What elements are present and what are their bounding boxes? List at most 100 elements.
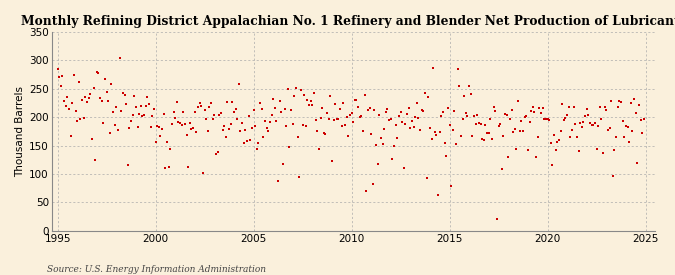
Point bbox=[354, 115, 365, 120]
Point bbox=[206, 101, 217, 105]
Point bbox=[78, 116, 89, 120]
Point bbox=[261, 126, 272, 131]
Point bbox=[268, 97, 279, 101]
Point bbox=[80, 95, 90, 99]
Point bbox=[260, 119, 271, 123]
Point bbox=[60, 104, 71, 109]
Point bbox=[168, 110, 179, 114]
Point bbox=[235, 129, 246, 133]
Point bbox=[495, 122, 506, 126]
Point bbox=[581, 106, 592, 111]
Point bbox=[614, 99, 625, 103]
Point bbox=[472, 112, 483, 117]
Point bbox=[383, 118, 394, 123]
Point bbox=[139, 113, 150, 117]
Point bbox=[479, 138, 489, 142]
Point bbox=[519, 115, 530, 120]
Point bbox=[90, 158, 101, 162]
Point bbox=[88, 86, 99, 90]
Point bbox=[294, 174, 304, 179]
Point bbox=[129, 94, 140, 98]
Point bbox=[215, 111, 226, 116]
Point bbox=[529, 110, 540, 114]
Point bbox=[130, 105, 141, 109]
Point bbox=[570, 122, 580, 126]
Point bbox=[619, 134, 630, 139]
Point bbox=[222, 100, 233, 104]
Point bbox=[150, 140, 161, 145]
Point bbox=[234, 82, 244, 87]
Point bbox=[119, 92, 130, 97]
Point bbox=[513, 99, 524, 103]
Point bbox=[333, 117, 344, 121]
Point bbox=[408, 125, 419, 129]
Point bbox=[157, 127, 167, 131]
Point bbox=[583, 113, 594, 118]
Point bbox=[394, 114, 404, 119]
Point bbox=[426, 137, 437, 141]
Point bbox=[358, 129, 369, 133]
Point bbox=[165, 146, 176, 151]
Point bbox=[531, 155, 541, 159]
Point bbox=[200, 116, 211, 121]
Point bbox=[98, 121, 109, 125]
Point bbox=[533, 135, 543, 139]
Point bbox=[302, 98, 313, 102]
Point bbox=[371, 143, 381, 147]
Point bbox=[348, 120, 358, 124]
Point bbox=[70, 109, 81, 113]
Point bbox=[508, 130, 518, 134]
Point bbox=[510, 127, 520, 131]
Point bbox=[75, 116, 86, 121]
Point bbox=[474, 121, 485, 126]
Point bbox=[188, 126, 198, 130]
Point bbox=[229, 109, 240, 114]
Point bbox=[153, 125, 164, 130]
Point bbox=[545, 141, 556, 145]
Point bbox=[181, 132, 192, 137]
Point bbox=[634, 103, 645, 108]
Point bbox=[436, 114, 447, 118]
Point bbox=[467, 134, 478, 138]
Point bbox=[412, 101, 423, 105]
Point bbox=[539, 117, 549, 122]
Point bbox=[403, 106, 414, 111]
Point bbox=[286, 108, 296, 112]
Point bbox=[522, 148, 533, 152]
Point bbox=[297, 123, 308, 127]
Point bbox=[524, 120, 535, 125]
Point bbox=[452, 67, 463, 72]
Point bbox=[352, 105, 363, 109]
Point bbox=[387, 157, 398, 162]
Point bbox=[74, 79, 84, 84]
Point bbox=[555, 128, 566, 133]
Point bbox=[560, 116, 571, 120]
Point bbox=[468, 114, 479, 118]
Point bbox=[566, 127, 577, 132]
Point bbox=[465, 92, 476, 97]
Point bbox=[564, 104, 574, 109]
Point bbox=[491, 217, 502, 222]
Point bbox=[310, 118, 321, 122]
Point bbox=[124, 126, 135, 130]
Point bbox=[470, 122, 481, 126]
Point bbox=[628, 97, 639, 101]
Point bbox=[99, 76, 110, 81]
Point bbox=[111, 105, 122, 110]
Point bbox=[460, 111, 471, 115]
Point bbox=[395, 109, 406, 114]
Point bbox=[446, 183, 456, 188]
Point bbox=[105, 131, 115, 135]
Point bbox=[336, 124, 347, 128]
Point bbox=[603, 128, 614, 133]
Point bbox=[77, 98, 88, 103]
Point bbox=[243, 114, 254, 118]
Point bbox=[498, 134, 509, 138]
Point bbox=[221, 135, 232, 139]
Point bbox=[405, 126, 416, 130]
Point bbox=[219, 123, 230, 128]
Point bbox=[537, 105, 548, 110]
Point bbox=[121, 102, 132, 107]
Point bbox=[511, 146, 522, 151]
Point bbox=[443, 106, 454, 110]
